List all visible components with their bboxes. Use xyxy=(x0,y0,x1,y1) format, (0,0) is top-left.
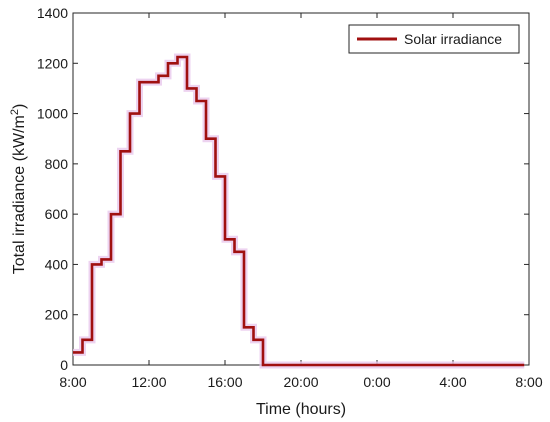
y-axis-title-main: Total irradiance (kW/m xyxy=(11,115,28,274)
x-tick-label: 8:00 xyxy=(515,374,542,390)
x-tick-label: 16:00 xyxy=(207,374,242,390)
legend-label: Solar irradiance xyxy=(404,31,502,47)
y-tick-label: 0 xyxy=(60,357,68,373)
y-tick-label: 1400 xyxy=(37,5,68,21)
legend: Solar irradiance xyxy=(348,24,520,54)
plot-area xyxy=(72,12,530,366)
x-axis-title: Time (hours) xyxy=(256,401,346,418)
y-tick-label: 600 xyxy=(45,206,69,222)
x-tick-label: 0:00 xyxy=(363,374,390,390)
x-tick-label: 4:00 xyxy=(439,374,466,390)
y-tick-label: 1200 xyxy=(37,55,68,71)
y-tick-label: 200 xyxy=(45,307,69,323)
y-axis-title: Total irradiance (kW/m2) xyxy=(9,104,28,275)
y-tick-label: 1000 xyxy=(37,106,68,122)
x-tick-label: 20:00 xyxy=(283,374,318,390)
y-tick-label: 800 xyxy=(45,156,69,172)
x-tick-label: 8:00 xyxy=(59,374,86,390)
series-line-solar-irradiance xyxy=(73,55,525,367)
y-tick-label: 400 xyxy=(45,256,69,272)
series-layer xyxy=(73,53,525,369)
x-tick-label: 12:00 xyxy=(131,374,166,390)
y-axis-title-close: ) xyxy=(11,104,28,109)
ticks-layer: 0 200 400 600 800 1000 1200 1400 8:00 12:00 16:00 2… xyxy=(37,5,543,390)
y-axis-title-superscript: 2 xyxy=(9,109,21,115)
